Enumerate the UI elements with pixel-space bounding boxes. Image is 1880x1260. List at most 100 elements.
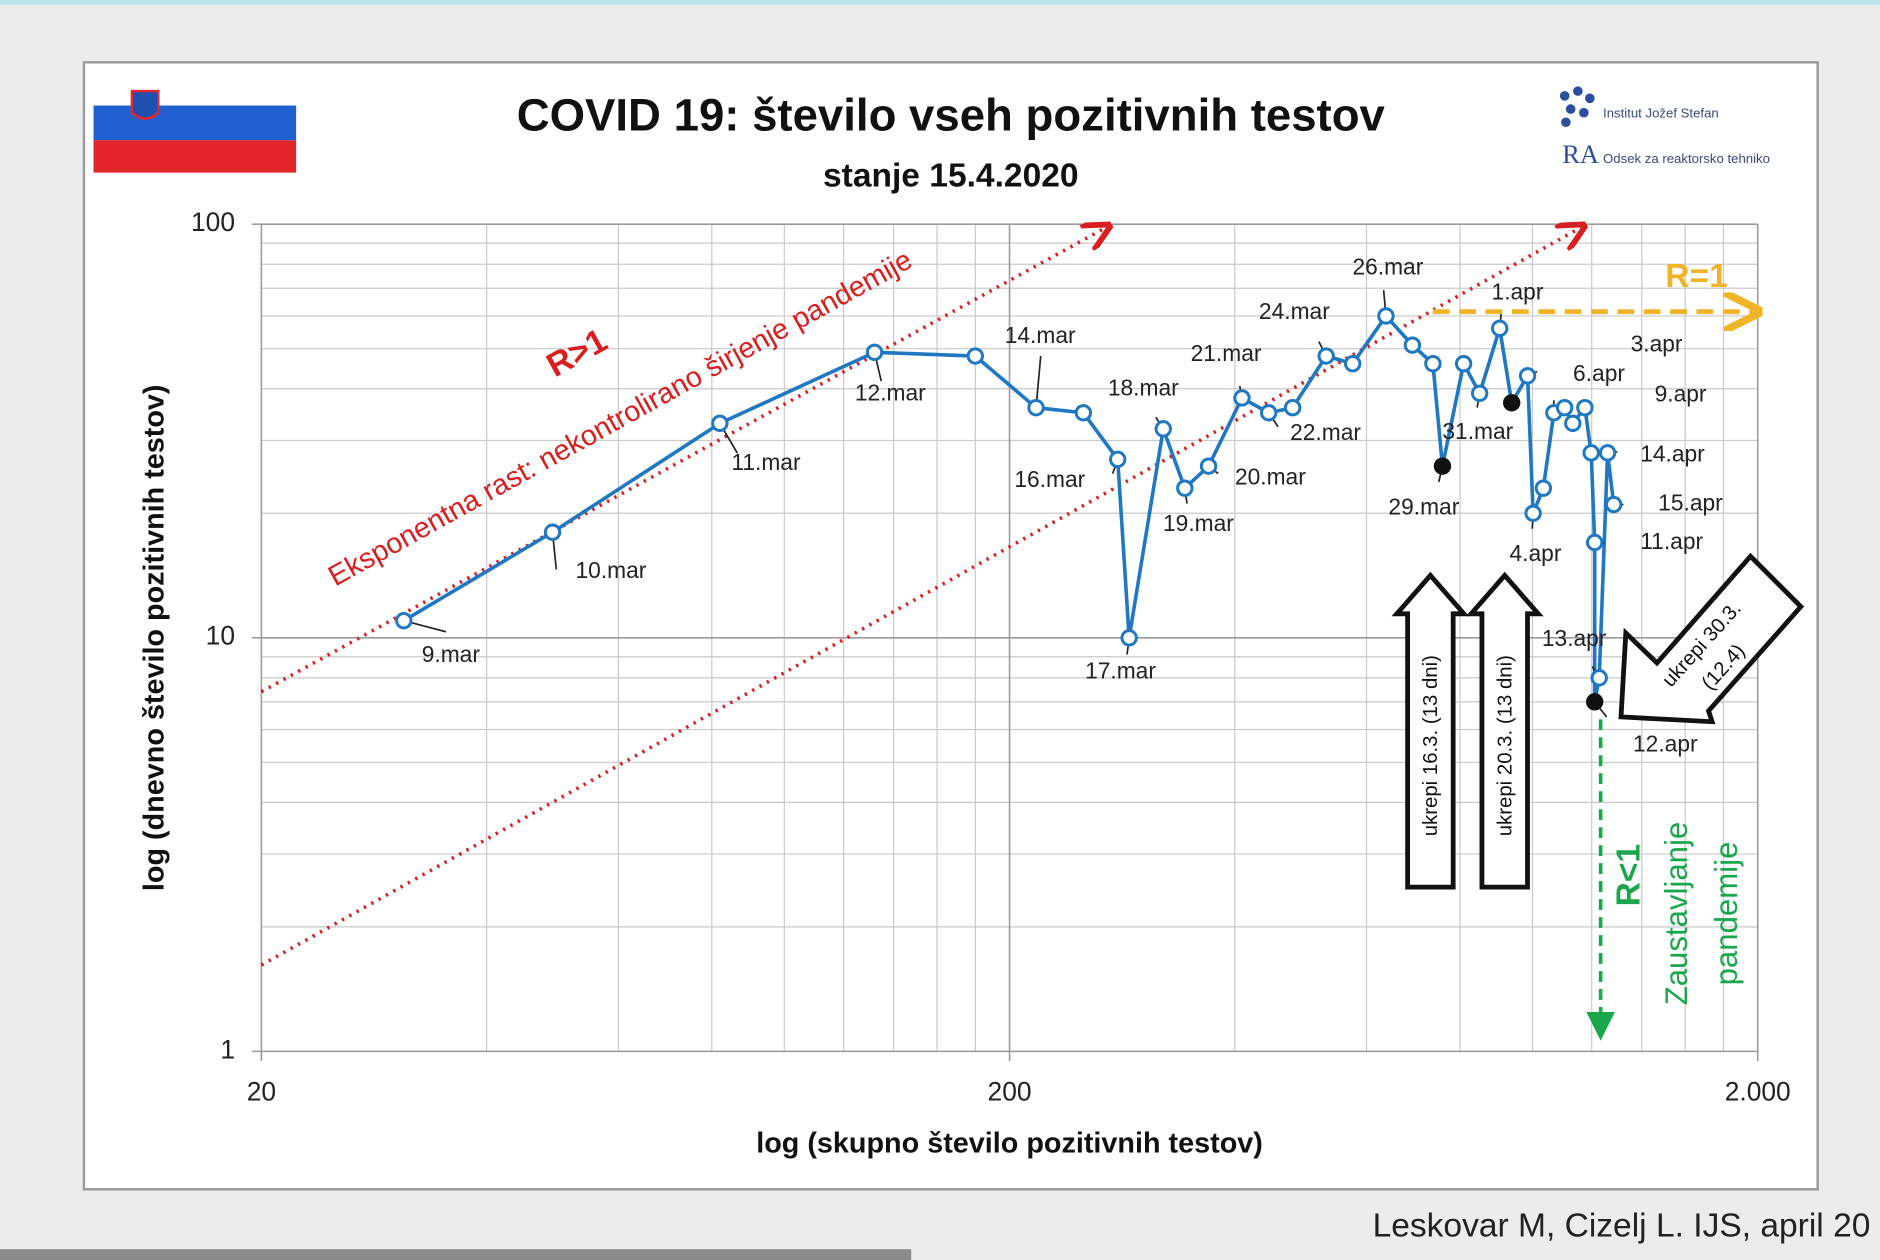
point-label: 14.mar [1005,322,1076,348]
logo-dot [1561,117,1571,128]
x-axis-label: log (skupno število pozitivnih testov) [756,1128,1263,1160]
flag-blue [93,105,297,141]
point-label: 21.mar [1191,340,1262,366]
flag-red [93,140,297,173]
y-tick-label: 1 [220,1034,235,1064]
top-strip [0,0,1880,5]
point-label: 9.mar [422,641,481,667]
point-label: 6.apr [1573,360,1625,386]
arrow [1391,571,1470,890]
point-label: 9.apr [1655,381,1707,407]
data-point [1424,354,1442,373]
logo-dot [1573,86,1583,96]
x-tick-label: 200 [988,1076,1032,1106]
point-label: 31.mar [1442,418,1513,444]
data-point [1454,354,1473,373]
y-axis-label: log (dnevno število pozitivnih testov) [138,384,170,891]
y-tick-label: 10 [206,621,235,651]
data-point [1576,399,1594,417]
annotation-r-eq-1: R=1 [1665,258,1727,295]
point-label: 26.mar [1352,254,1423,280]
x-tick-label: 2.000 [1725,1076,1791,1106]
data-point [543,523,562,541]
arrow [1618,552,1805,725]
point-label: 19.mar [1163,510,1234,536]
logo: Institut Jožef Stefan RA Odsek za reakto… [1559,86,1770,169]
data-point [1176,479,1194,497]
point-label: 15.apr [1658,490,1723,516]
data-point [966,347,984,365]
measure-arrows: ukrepi 16.3. (13 dni) ukrepi 20.3. (13 d… [1391,552,1805,890]
point-label: 13.apr [1542,625,1607,651]
data-point [1199,457,1218,475]
coat-of-arms [130,89,160,120]
point-label: 4.apr [1510,540,1562,566]
flag [93,88,297,173]
data-point [1027,399,1045,417]
point-label: 12.mar [855,379,926,405]
data-point [1555,399,1574,417]
point-label: 22.mar [1290,419,1361,445]
data-point [1433,457,1452,475]
data-point [1377,307,1395,325]
data-point [1582,444,1600,462]
point-label: 14.apr [1640,441,1705,467]
data-point [1154,420,1172,438]
logo-institute: Institut Jožef Stefan [1603,105,1719,120]
point-label: 3.apr [1631,330,1683,356]
data-point [1502,394,1521,412]
plot: 9.mar 10.mar 11.mar 12.mar 14.mar 16.mar 17.ma… [395,254,1723,757]
data-point [1585,533,1604,552]
point-label: 18.mar [1108,375,1179,401]
chart-subtitle: stanje 15.4.2020 [823,157,1079,194]
data-point [1343,354,1362,373]
data-point [1585,693,1604,711]
logo-dot [1565,104,1576,114]
data-point [1490,319,1509,338]
measure-label: ukrepi 20.3. (13 dni) [1494,655,1516,836]
data-point [1590,669,1608,687]
annotation-stopping: Zaustavljanje [1659,822,1694,1006]
data-point [711,414,729,433]
point-label: 1.apr [1492,279,1544,305]
data-point [865,343,884,362]
progress-bar [0,1249,912,1260]
logo-department: Odsek za reaktorsko tehniko [1603,151,1770,166]
measure-label: ukrepi 16.3. (13 dni) [1420,655,1442,836]
data-point [1109,450,1127,469]
data-point [1283,399,1302,417]
logo-dot [1585,93,1595,104]
data-point [1233,389,1251,407]
chart-title: COVID 19: število vseh pozitivnih testov [517,90,1386,141]
logo-dot [1579,107,1589,118]
data-point [1403,336,1422,354]
annotation-stopping: pandemije [1709,842,1744,986]
y-tick-label: 100 [191,207,235,237]
point-label: 29.mar [1388,493,1459,519]
data-point [1518,367,1537,385]
point-label: 11.mar [731,449,801,475]
data-point [1524,504,1542,522]
data-point [1534,479,1553,497]
data-point [1598,444,1617,462]
data-point [1605,495,1623,514]
point-label: 17.mar [1085,658,1156,684]
data-point [395,611,413,630]
logo-mark: RA [1562,140,1599,169]
data-point [1259,404,1278,422]
data-point [1564,414,1582,433]
point-label: 10.mar [576,557,647,583]
point-label: 12.apr [1633,731,1698,757]
annotation-r-lt-1: R<1 [1610,844,1647,906]
data-point [1120,629,1138,647]
arrow [1465,571,1544,890]
flag-white [93,88,297,106]
point-label: 24.mar [1259,298,1330,324]
point-label: 16.mar [1014,466,1085,492]
data-point [1074,404,1093,422]
data-point [1317,347,1335,365]
point-label: 11.apr [1640,528,1703,554]
footer: Leskovar M, Cizelj L. IJS, april 20 [1373,1207,1871,1244]
point-label: 20.mar [1235,463,1306,489]
